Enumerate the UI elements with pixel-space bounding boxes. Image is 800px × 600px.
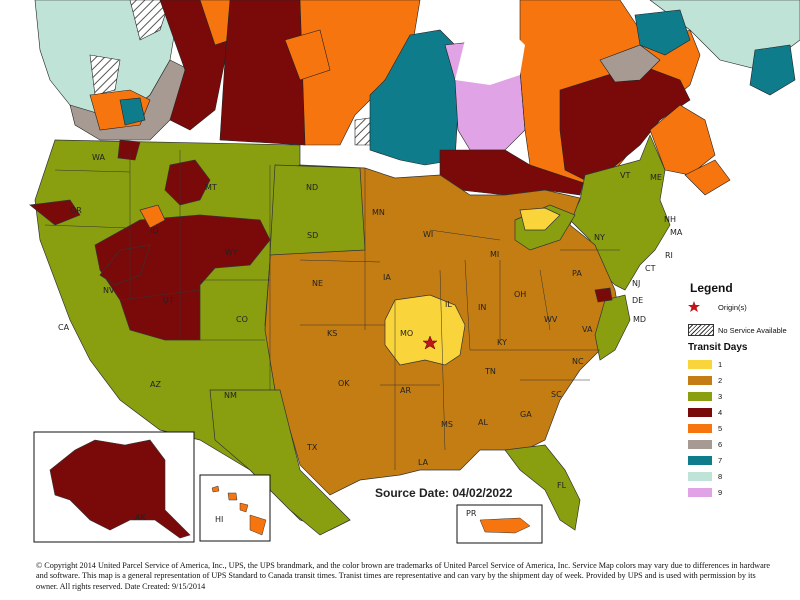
- state-label: VA: [582, 325, 593, 334]
- transit-day-swatch: [688, 376, 712, 385]
- state-label: VT: [620, 171, 630, 180]
- legend-title: Legend: [690, 281, 733, 295]
- transit-day-swatch: [688, 472, 712, 481]
- state-label: NE: [312, 279, 323, 288]
- state-label: PA: [572, 269, 582, 278]
- state-label: LA: [418, 458, 429, 467]
- transit-day-swatch: [688, 360, 712, 369]
- legend-origin-label: Origin(s): [718, 303, 747, 312]
- state-label: SC: [551, 390, 562, 399]
- legend-no-service-label: No Service Available: [718, 326, 787, 335]
- transit-day-swatch: [688, 392, 712, 401]
- state-label: PR: [466, 509, 477, 518]
- usa-region: [29, 134, 671, 536]
- state-label: KY: [497, 338, 507, 347]
- state-label: TX: [306, 443, 318, 452]
- transit-day-label: 8: [718, 472, 723, 481]
- state-label: MO: [400, 329, 413, 338]
- state-label: WY: [225, 248, 238, 257]
- state-label: UT: [163, 296, 174, 305]
- puerto-rico-inset: [456, 504, 543, 544]
- state-label: CO: [236, 315, 248, 324]
- transit-day-swatch: [688, 408, 712, 417]
- state-label: WI: [423, 230, 433, 239]
- state-label: KS: [327, 329, 337, 338]
- state-label: WV: [544, 315, 558, 324]
- transit-day-swatch: [688, 488, 712, 497]
- state-label: IN: [478, 303, 486, 312]
- no-service-swatch: [688, 324, 714, 336]
- state-label: ID: [150, 226, 159, 235]
- hawaii-inset: [199, 474, 271, 542]
- state-label: RI: [665, 251, 673, 260]
- state-label: MN: [372, 208, 385, 217]
- state-label: MI: [490, 250, 499, 259]
- transit-day-label: 9: [718, 488, 723, 497]
- transit-day-label: 7: [718, 456, 723, 465]
- transit-day-swatch: [688, 456, 712, 465]
- state-label: OK: [338, 379, 350, 388]
- state-label: CA: [58, 323, 70, 332]
- transit-day-label: 1: [718, 360, 723, 369]
- origin-star-icon: [688, 301, 700, 312]
- state-label: ME: [650, 173, 662, 182]
- transit-day-label: 4: [718, 408, 723, 417]
- state-label: NM: [224, 391, 237, 400]
- state-label: FL: [557, 481, 567, 490]
- state-label: IL: [445, 300, 452, 309]
- state-label: NH: [664, 215, 676, 224]
- state-label: OR: [70, 206, 82, 215]
- transit-day-label: 6: [718, 440, 723, 449]
- state-label: AK: [135, 513, 146, 522]
- transit-day-swatch: [688, 440, 712, 449]
- state-label: AL: [478, 418, 488, 427]
- state-label: OH: [514, 290, 526, 299]
- state-borders: [44, 150, 620, 470]
- transit-day-label: 5: [718, 424, 723, 433]
- source-date: Source Date: 04/02/2022: [375, 486, 513, 500]
- state-labels: WA OR ID MT WY NV UT CO CA AZ NM ND SD N…: [58, 153, 683, 524]
- state-label: HI: [215, 515, 223, 524]
- transit-map: Source Date: 04/02/2022 WA OR ID MT WY N…: [29, 0, 800, 544]
- state-label: ND: [306, 183, 318, 192]
- origin-star-icon: [422, 335, 438, 350]
- state-label: AR: [400, 386, 411, 395]
- state-label: WA: [92, 153, 105, 162]
- transit-day-swatch: [688, 424, 712, 433]
- transit-day-label: 3: [718, 392, 723, 401]
- state-label: IA: [383, 273, 391, 282]
- state-label: NJ: [632, 279, 640, 288]
- state-label: GA: [520, 410, 532, 419]
- state-label: MD: [633, 315, 646, 324]
- alaska-inset: [33, 431, 195, 543]
- canada-region: [34, 0, 800, 196]
- state-label: MS: [441, 420, 453, 429]
- state-label: AZ: [150, 380, 161, 389]
- state-label: SD: [307, 231, 318, 240]
- state-label: MA: [670, 228, 683, 237]
- state-label: DE: [632, 296, 643, 305]
- state-label: MT: [205, 183, 217, 192]
- state-label: NY: [594, 233, 605, 242]
- state-label: TN: [484, 367, 496, 376]
- transit-day-label: 2: [718, 376, 723, 385]
- legend: Legend Origin(s) No Service Available Tr…: [688, 280, 800, 520]
- state-label: NC: [572, 357, 584, 366]
- copyright-footer: © Copyright 2014 United Parcel Service o…: [36, 561, 771, 591]
- transit-days-title: Transit Days: [688, 342, 748, 353]
- state-label: CT: [645, 264, 656, 273]
- state-label: NV: [103, 286, 115, 295]
